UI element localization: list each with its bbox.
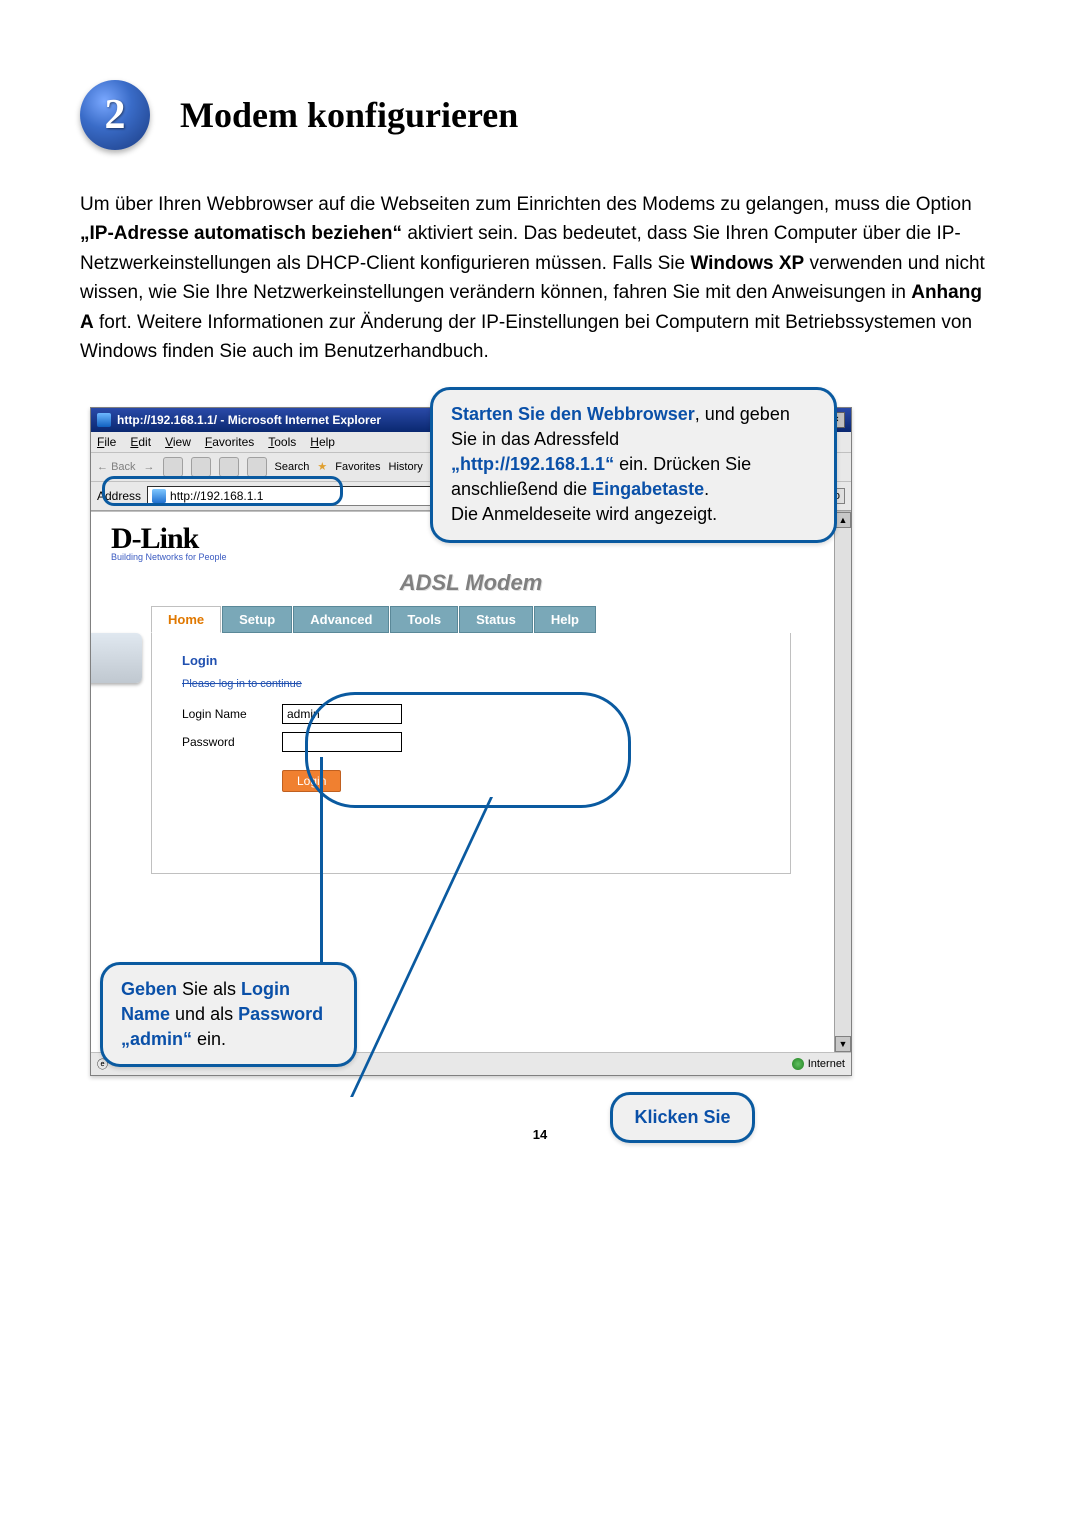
intro-paragraph: Um über Ihren Webbrowser auf die Webseit… [80, 190, 1000, 367]
c1-s1: Starten [451, 404, 513, 424]
login-heading: Login [182, 653, 760, 668]
p-b1: „IP-Adresse automatisch beziehen“ [80, 223, 402, 244]
tab-help[interactable]: Help [534, 606, 596, 633]
c1-s3: „http://192.168.1.1“ [451, 454, 614, 474]
p-t4: fort. Weitere Informationen zur Änderung… [80, 312, 972, 362]
product-title: ADSL Modem [91, 570, 851, 596]
scrollbar[interactable]: ▲ ▼ [834, 512, 851, 1052]
page-number: 14 [80, 1127, 1000, 1142]
c1-t5: Die Anmeldeseite wird angezeigt. [451, 504, 717, 524]
tab-tools[interactable]: Tools [390, 606, 458, 633]
tab-home[interactable]: Home [151, 606, 221, 633]
section-title: Modem konfigurieren [180, 94, 518, 136]
modem-thumbnail-icon [91, 633, 142, 683]
menu-view[interactable]: View [165, 435, 191, 449]
c1-s2: Sie den Webbrowser [518, 404, 695, 424]
security-zone: Internet [792, 1058, 845, 1070]
screenshot-area: Starten Sie den Webbrowser, und geben Si… [90, 397, 850, 1047]
search-icon[interactable] [247, 457, 267, 477]
scroll-down-icon[interactable]: ▼ [835, 1036, 851, 1052]
menu-help[interactable]: Help [310, 435, 335, 449]
password-label: Password [182, 735, 282, 749]
p-t1: Um über Ihren Webbrowser auf die Webseit… [80, 194, 972, 215]
c2-t2: und als [170, 1004, 238, 1024]
ie-logo-icon [97, 413, 111, 427]
history-label[interactable]: History [389, 461, 423, 473]
dlink-tagline: Building Networks for People [111, 552, 831, 562]
search-label[interactable]: Search [275, 461, 310, 473]
menu-edit[interactable]: Edit [130, 435, 151, 449]
callout-address: Starten Sie den Webbrowser, und geben Si… [430, 387, 837, 543]
back-button[interactable]: Back [111, 461, 135, 473]
menu-file[interactable]: File [97, 435, 116, 449]
c2-t3: ein. [192, 1029, 226, 1049]
tab-setup[interactable]: Setup [222, 606, 292, 633]
p-b2: Windows XP [690, 253, 804, 274]
c1-s4: Eingabetaste [592, 479, 704, 499]
stop-icon[interactable] [163, 457, 183, 477]
step-badge: 2 [80, 80, 150, 150]
zone-label: Internet [808, 1058, 845, 1070]
menu-favorites[interactable]: Favorites [205, 435, 254, 449]
step-number: 2 [105, 91, 126, 139]
globe-icon [792, 1058, 804, 1070]
callout-credentials: Geben Sie als Login Name und als Passwor… [100, 962, 357, 1068]
login-name-label: Login Name [182, 707, 282, 721]
tab-advanced[interactable]: Advanced [293, 606, 389, 633]
login-subtext: Please log in to continue [182, 678, 760, 690]
c2-s1: Geben [121, 979, 177, 999]
refresh-icon[interactable] [191, 457, 211, 477]
c3-s1: Klicken Sie [634, 1107, 730, 1127]
scroll-up-icon[interactable]: ▲ [835, 512, 851, 528]
window-title: http://192.168.1.1/ - Microsoft Internet… [117, 413, 381, 427]
c1-t4: . [704, 479, 709, 499]
menu-tools[interactable]: Tools [268, 435, 296, 449]
c2-t1: Sie als [177, 979, 241, 999]
favorites-label[interactable]: Favorites [335, 461, 380, 473]
callout-click: Klicken Sie [610, 1092, 755, 1143]
address-highlight [102, 476, 343, 506]
tab-status[interactable]: Status [459, 606, 533, 633]
home-icon[interactable] [219, 457, 239, 477]
nav-tabs: Home Setup Advanced Tools Status Help [91, 606, 851, 633]
login-highlight [305, 692, 631, 808]
